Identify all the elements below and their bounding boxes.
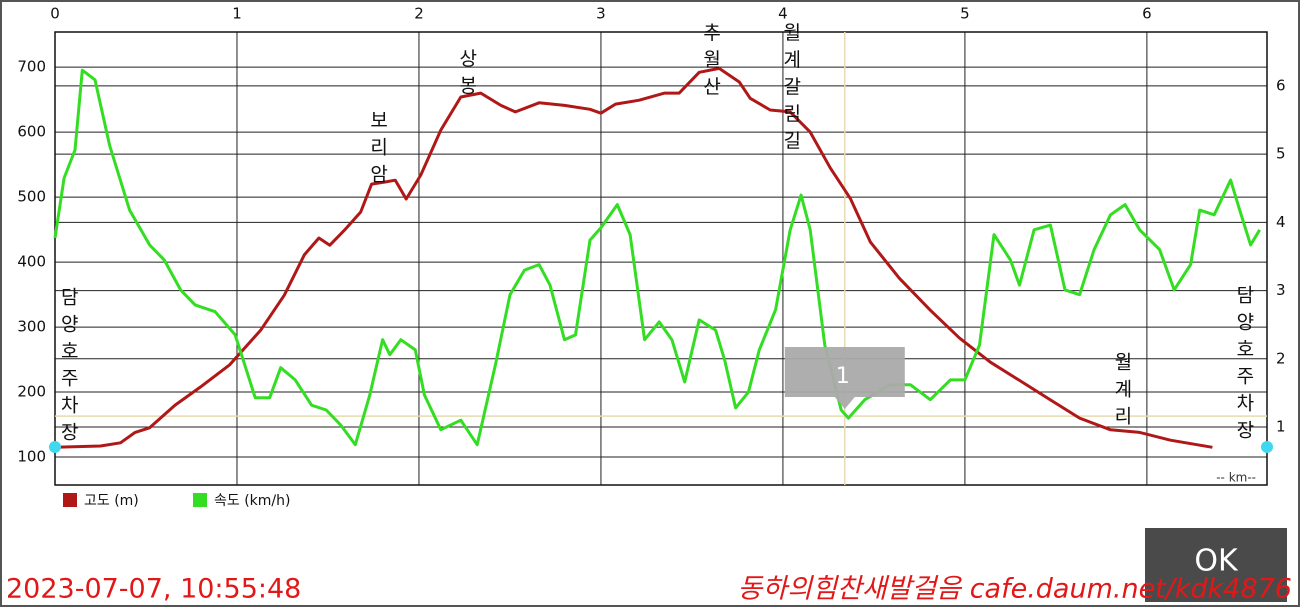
legend-label: 속도 (km/h) [214, 493, 290, 509]
plot-border [54, 31, 1268, 486]
x-tick-label: 1 [232, 5, 242, 23]
legend-swatch [193, 493, 207, 507]
tooltip-label: 1 [836, 364, 850, 389]
x-axis-label: -- km-- [1216, 471, 1256, 485]
annotation: 상봉 [456, 48, 478, 102]
annotation: 담양호주차장 [1233, 285, 1255, 447]
legend-swatch [63, 493, 77, 507]
annotation: 월계갈림길 [780, 22, 802, 157]
y2-tick-label: 5 [1276, 145, 1286, 163]
start-dot [49, 441, 61, 453]
ok-button[interactable] [1145, 528, 1287, 602]
timestamp: 2023-07-07, 10:55:48 [6, 574, 301, 605]
y-tick-label: 700 [17, 58, 46, 76]
y-tick-label: 600 [17, 123, 46, 141]
y2-tick-label: 4 [1276, 213, 1286, 231]
annotation: 담양호주차장 [57, 286, 79, 448]
y2-tick-label: 1 [1276, 418, 1286, 436]
plot: 100 200 300 400 500 600 700 1 2 3 4 5 6 0 1 2 3 4 5 6 -- km-… [17, 5, 1285, 510]
end-dot [1261, 441, 1273, 453]
x-tick-label: 6 [1142, 5, 1152, 23]
x-tick-label: 4 [778, 5, 788, 23]
y2-tick-label: 2 [1276, 349, 1286, 367]
x-tick-label: 0 [50, 5, 60, 23]
series-line [53, 68, 1261, 447]
annotation: 월계리 [1111, 351, 1133, 432]
y2-tick-label: 6 [1276, 76, 1286, 94]
legend-label: 고도 (m) [84, 493, 139, 509]
annotation: 추월산 [700, 22, 722, 103]
x-tick-label: 3 [596, 5, 606, 23]
series-line [54, 66, 1213, 449]
y-tick-label: 200 [17, 383, 46, 401]
watermark: 동하의힘찬새발걸음 cafe.daum.net/kdk4876 [738, 574, 1292, 605]
tooltip [784, 347, 905, 409]
y-tick-label: 300 [17, 318, 46, 336]
annotation: 보리암 [367, 110, 389, 191]
x-tick-label: 5 [960, 5, 970, 23]
x-tick-label: 2 [414, 5, 424, 23]
y-tick-label: 400 [17, 253, 46, 271]
y2-tick-label: 3 [1276, 281, 1286, 299]
y-tick-label: 500 [17, 188, 46, 206]
y-tick-label: 100 [17, 448, 46, 466]
ok-label[interactable]: OK [1194, 544, 1239, 579]
